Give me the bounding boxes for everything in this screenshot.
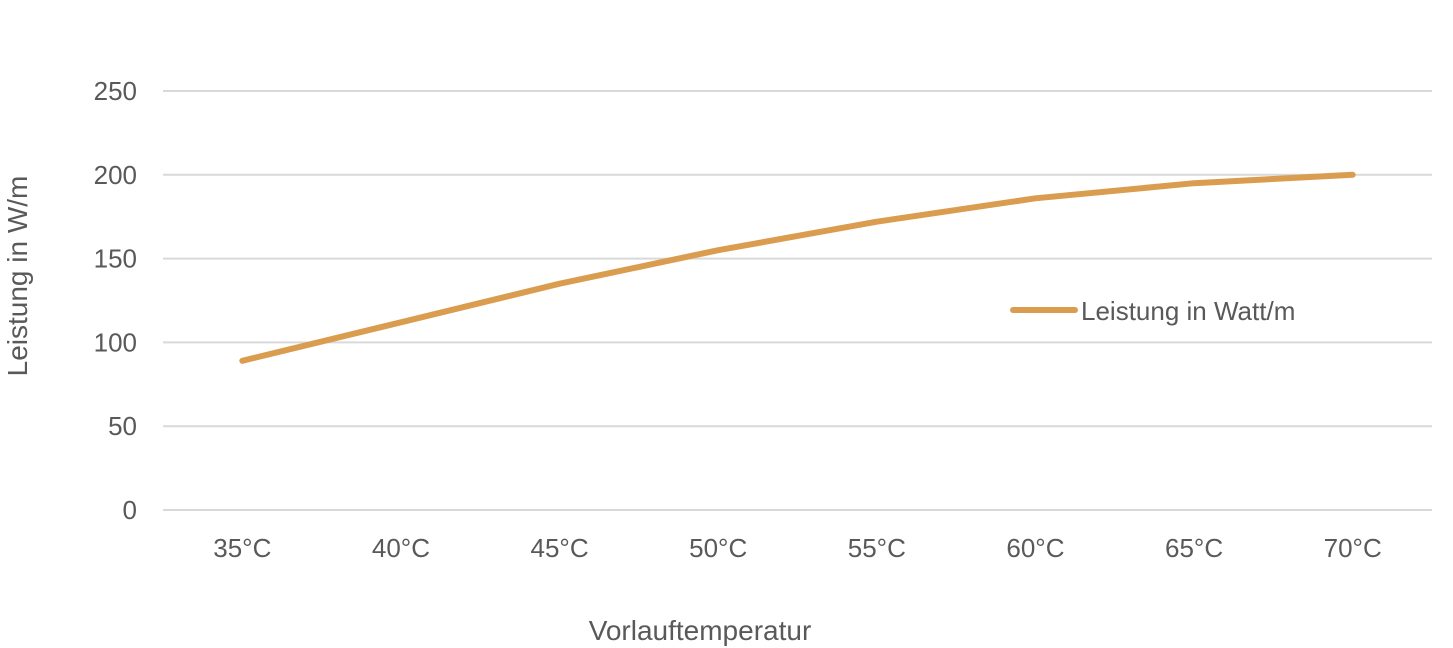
y-tick-label: 100 xyxy=(94,327,137,357)
x-tick-label: 55°C xyxy=(848,533,906,563)
x-tick-label: 65°C xyxy=(1165,533,1223,563)
x-tick-label: 50°C xyxy=(689,533,747,563)
y-tick-label: 0 xyxy=(123,495,137,525)
y-tick-label: 200 xyxy=(94,160,137,190)
series-line-0 xyxy=(239,171,1356,364)
y-axis-title: Leistung in W/m xyxy=(2,176,33,377)
y-tick-label: 250 xyxy=(94,76,137,106)
y-axis-ticks: 0 50 100 150 200 250 xyxy=(94,76,137,525)
x-tick-label: 70°C xyxy=(1324,533,1382,563)
x-tick-label: 45°C xyxy=(531,533,589,563)
legend-label: Leistung in Watt/m xyxy=(1081,296,1295,326)
x-tick-label: 60°C xyxy=(1006,533,1064,563)
x-axis-title: Vorlauftemperatur xyxy=(589,615,812,646)
x-tick-label: 40°C xyxy=(372,533,430,563)
series-layer xyxy=(239,171,1356,364)
y-tick-label: 50 xyxy=(108,411,137,441)
x-axis-ticks: 35°C 40°C 45°C 50°C 55°C 60°C 65°C 70°C xyxy=(213,533,1381,563)
legend: Leistung in Watt/m xyxy=(1010,296,1295,326)
y-tick-label: 150 xyxy=(94,244,137,274)
x-tick-label: 35°C xyxy=(213,533,271,563)
gridlines xyxy=(163,90,1432,511)
